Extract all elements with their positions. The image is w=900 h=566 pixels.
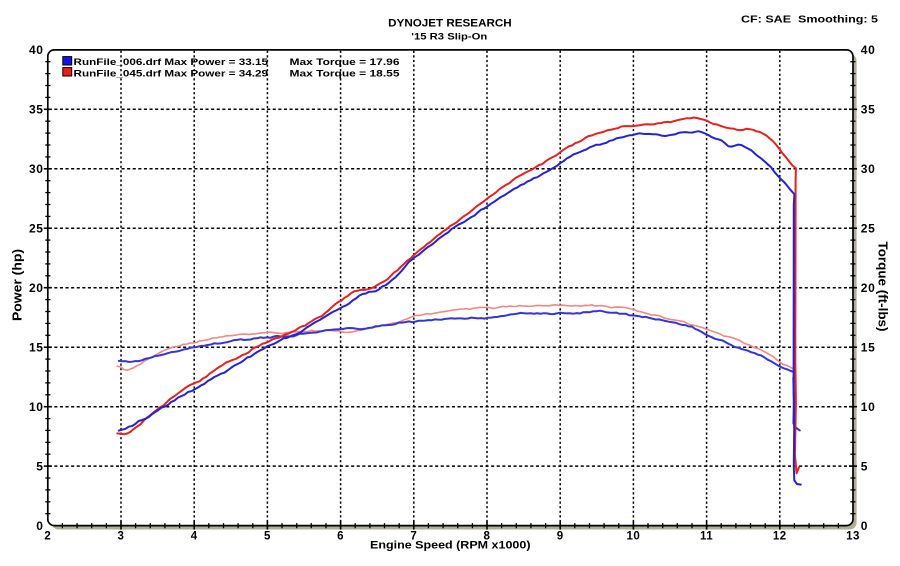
svg-text:35: 35 (861, 103, 876, 117)
svg-text:25: 25 (29, 221, 44, 235)
svg-text:Power (hp): Power (hp) (10, 249, 24, 321)
svg-text:Torque (ft-lbs): Torque (ft-lbs) (876, 242, 890, 332)
svg-text:6: 6 (337, 531, 344, 543)
svg-text:40: 40 (29, 43, 44, 57)
svg-text:25: 25 (861, 221, 876, 235)
svg-text:15: 15 (861, 340, 876, 354)
svg-text:20: 20 (861, 281, 876, 295)
svg-text:RunFile_045.drf Max Power = 34: RunFile_045.drf Max Power = 34.29 (74, 68, 269, 79)
svg-text:8: 8 (484, 531, 491, 543)
svg-text:Max Torque = 18.55: Max Torque = 18.55 (290, 68, 401, 79)
svg-text:RunFile_006.drf Max Power = 33: RunFile_006.drf Max Power = 33.15 (74, 57, 269, 68)
svg-text:40: 40 (861, 43, 876, 57)
svg-text:30: 30 (861, 162, 876, 176)
svg-text:2: 2 (44, 531, 51, 543)
svg-text:0: 0 (36, 519, 43, 533)
svg-text:Max Torque = 17.96: Max Torque = 17.96 (290, 57, 400, 68)
svg-text:10: 10 (29, 400, 44, 414)
svg-text:12: 12 (773, 531, 787, 543)
svg-text:5: 5 (264, 531, 271, 543)
svg-text:3: 3 (118, 531, 125, 543)
svg-text:10: 10 (861, 400, 876, 414)
svg-text:DYNOJET RESEARCH: DYNOJET RESEARCH (388, 18, 512, 30)
svg-text:30: 30 (29, 162, 44, 176)
svg-text:5: 5 (861, 459, 868, 473)
svg-text:7: 7 (410, 531, 417, 543)
svg-text:20: 20 (29, 281, 44, 295)
svg-text:'15 R3 Slip-On: '15 R3 Slip-On (411, 32, 487, 43)
svg-text:13: 13 (846, 531, 860, 543)
svg-text:4: 4 (191, 531, 198, 543)
svg-text:15: 15 (29, 340, 44, 354)
svg-text:5: 5 (36, 459, 43, 473)
svg-text:0: 0 (861, 519, 868, 533)
svg-text:10: 10 (627, 531, 641, 543)
svg-text:35: 35 (29, 103, 44, 117)
svg-text:11: 11 (700, 531, 713, 543)
svg-text:9: 9 (557, 531, 564, 543)
svg-text:CF: SAE Smoothing: 5: CF: SAE Smoothing: 5 (741, 15, 879, 26)
svg-text:Engine Speed (RPM x1000): Engine Speed (RPM x1000) (370, 540, 531, 552)
